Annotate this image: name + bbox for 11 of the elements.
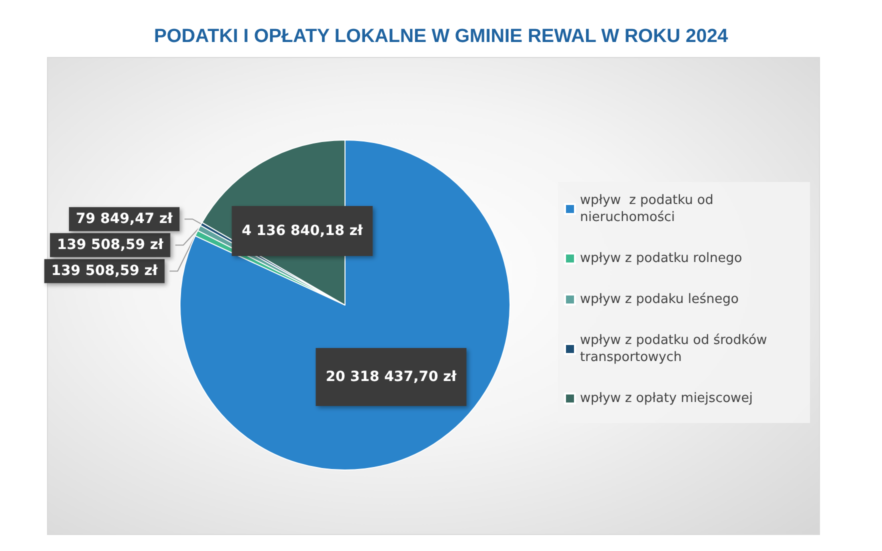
legend-label: wpływ z opłaty miejscowej <box>580 391 753 406</box>
legend-label: wpływ z podatku rolnego <box>580 251 742 266</box>
data-label: 20 318 437,70 zł <box>326 369 458 386</box>
data-label: 79 849,47 zł <box>76 211 174 228</box>
data-label: 139 508,59 zł <box>56 237 164 254</box>
legend-label: wpływ z podatku od środków transportowych <box>580 333 772 365</box>
data-label: 4 136 840,18 zł <box>242 222 364 239</box>
legend-label: wpływ z podatku od nieruchomości <box>580 193 718 225</box>
data-label: 139 508,59 zł <box>51 263 158 280</box>
chart-title: PODATKI I OPŁATY LOKALNE W GMINIE REWAL W ROKU 2024 <box>154 26 728 47</box>
legend-label: wpływ z podaku leśnego <box>580 292 739 307</box>
